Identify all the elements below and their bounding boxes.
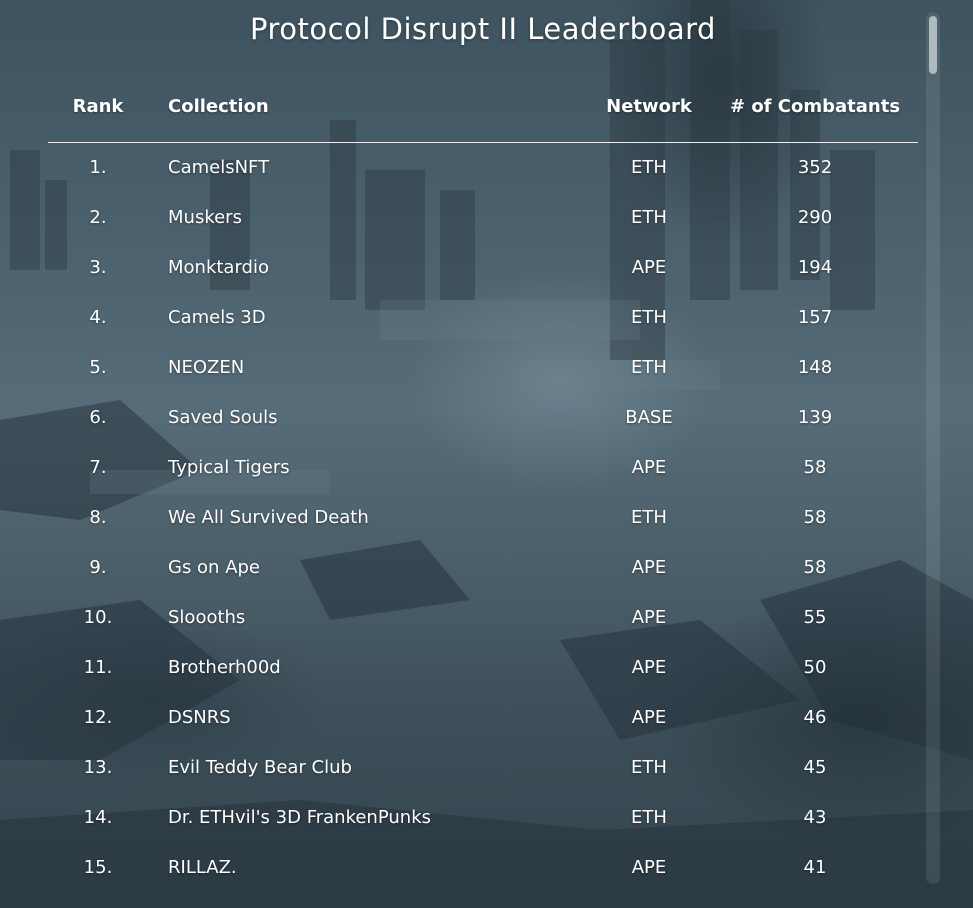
- network-cell: ETH: [631, 207, 667, 228]
- table-row: 1. CamelsNFT ETH 352: [0, 157, 930, 207]
- rank-cell: 12.: [83, 707, 113, 728]
- page-title: Protocol Disrupt II Leaderboard: [250, 12, 716, 46]
- rank-cell: 15.: [83, 857, 113, 878]
- rank-cell: 1.: [89, 157, 107, 178]
- scrollbar-thumb[interactable]: [929, 16, 937, 74]
- combatants-cell: 55: [803, 607, 827, 628]
- combatants-cell: 148: [797, 357, 833, 378]
- network-cell: APE: [631, 657, 667, 678]
- table-row: 9. Gs on Ape APE 58: [0, 557, 930, 607]
- combatants-cell: 194: [797, 257, 833, 278]
- header-network: Network: [606, 96, 692, 117]
- table-row: 11. Brotherh00d APE 50: [0, 657, 930, 707]
- table-row: 7. Typical Tigers APE 58: [0, 457, 930, 507]
- rank-cell: 3.: [89, 257, 107, 278]
- network-cell: APE: [631, 457, 667, 478]
- network-cell: ETH: [631, 507, 667, 528]
- combatants-cell: 43: [803, 807, 827, 828]
- collection-cell: CamelsNFT: [168, 157, 270, 178]
- network-cell: ETH: [631, 757, 667, 778]
- table-row: 15. RILLAZ. APE 41: [0, 857, 930, 907]
- network-cell: APE: [631, 707, 667, 728]
- network-cell: ETH: [631, 807, 667, 828]
- combatants-cell: 290: [797, 207, 833, 228]
- combatants-cell: 58: [803, 557, 827, 578]
- table-row: 13. Evil Teddy Bear Club ETH 45: [0, 757, 930, 807]
- network-cell: APE: [631, 257, 667, 278]
- combatants-cell: 41: [803, 857, 827, 878]
- collection-cell: Camels 3D: [168, 307, 266, 328]
- collection-cell: Typical Tigers: [168, 457, 290, 478]
- table-row: 8. We All Survived Death ETH 58: [0, 507, 930, 557]
- combatants-cell: 58: [803, 507, 827, 528]
- table-row: 2. Muskers ETH 290: [0, 207, 930, 257]
- collection-cell: Saved Souls: [168, 407, 278, 428]
- header-rank: Rank: [72, 96, 124, 117]
- rank-cell: 5.: [89, 357, 107, 378]
- rank-cell: 7.: [89, 457, 107, 478]
- rank-cell: 14.: [83, 807, 113, 828]
- table-row: 14. Dr. ETHvil's 3D FrankenPunks ETH 43: [0, 807, 930, 857]
- rank-cell: 6.: [89, 407, 107, 428]
- collection-cell: RILLAZ.: [168, 857, 237, 878]
- collection-cell: Brotherh00d: [168, 657, 281, 678]
- collection-cell: Gs on Ape: [168, 557, 261, 578]
- header-combatants: # of Combatants: [729, 96, 901, 117]
- rank-cell: 4.: [89, 307, 107, 328]
- rank-cell: 9.: [89, 557, 107, 578]
- combatants-cell: 58: [803, 457, 827, 478]
- collection-cell: We All Survived Death: [168, 507, 369, 528]
- table-row: 12. DSNRS APE 46: [0, 707, 930, 757]
- vertical-scrollbar[interactable]: [926, 12, 940, 884]
- network-cell: APE: [631, 857, 667, 878]
- combatants-cell: 45: [803, 757, 827, 778]
- table-row: 5. NEOZEN ETH 148: [0, 357, 930, 407]
- header-divider: [48, 142, 918, 143]
- table-row: 10. Sloooths APE 55: [0, 607, 930, 657]
- collection-cell: DSNRS: [168, 707, 231, 728]
- collection-cell: Sloooths: [168, 607, 246, 628]
- table-row: 6. Saved Souls BASE 139: [0, 407, 930, 457]
- rank-cell: 2.: [89, 207, 107, 228]
- collection-cell: NEOZEN: [168, 357, 245, 378]
- table-row: 3. Monktardio APE 194: [0, 257, 930, 307]
- network-cell: ETH: [631, 357, 667, 378]
- rank-cell: 13.: [83, 757, 113, 778]
- header-collection: Collection: [168, 96, 269, 117]
- combatants-cell: 157: [797, 307, 833, 328]
- combatants-cell: 352: [797, 157, 833, 178]
- network-cell: ETH: [631, 157, 667, 178]
- combatants-cell: 50: [803, 657, 827, 678]
- network-cell: APE: [631, 557, 667, 578]
- table-row: 4. Camels 3D ETH 157: [0, 307, 930, 357]
- rank-cell: 10.: [83, 607, 113, 628]
- rank-cell: 8.: [89, 507, 107, 528]
- combatants-cell: 46: [803, 707, 827, 728]
- network-cell: ETH: [631, 307, 667, 328]
- collection-cell: Muskers: [168, 207, 242, 228]
- network-cell: BASE: [625, 407, 673, 428]
- network-cell: APE: [631, 607, 667, 628]
- collection-cell: Evil Teddy Bear Club: [168, 757, 352, 778]
- rank-cell: 11.: [83, 657, 113, 678]
- collection-cell: Dr. ETHvil's 3D FrankenPunks: [168, 807, 431, 828]
- collection-cell: Monktardio: [168, 257, 269, 278]
- combatants-cell: 139: [797, 407, 833, 428]
